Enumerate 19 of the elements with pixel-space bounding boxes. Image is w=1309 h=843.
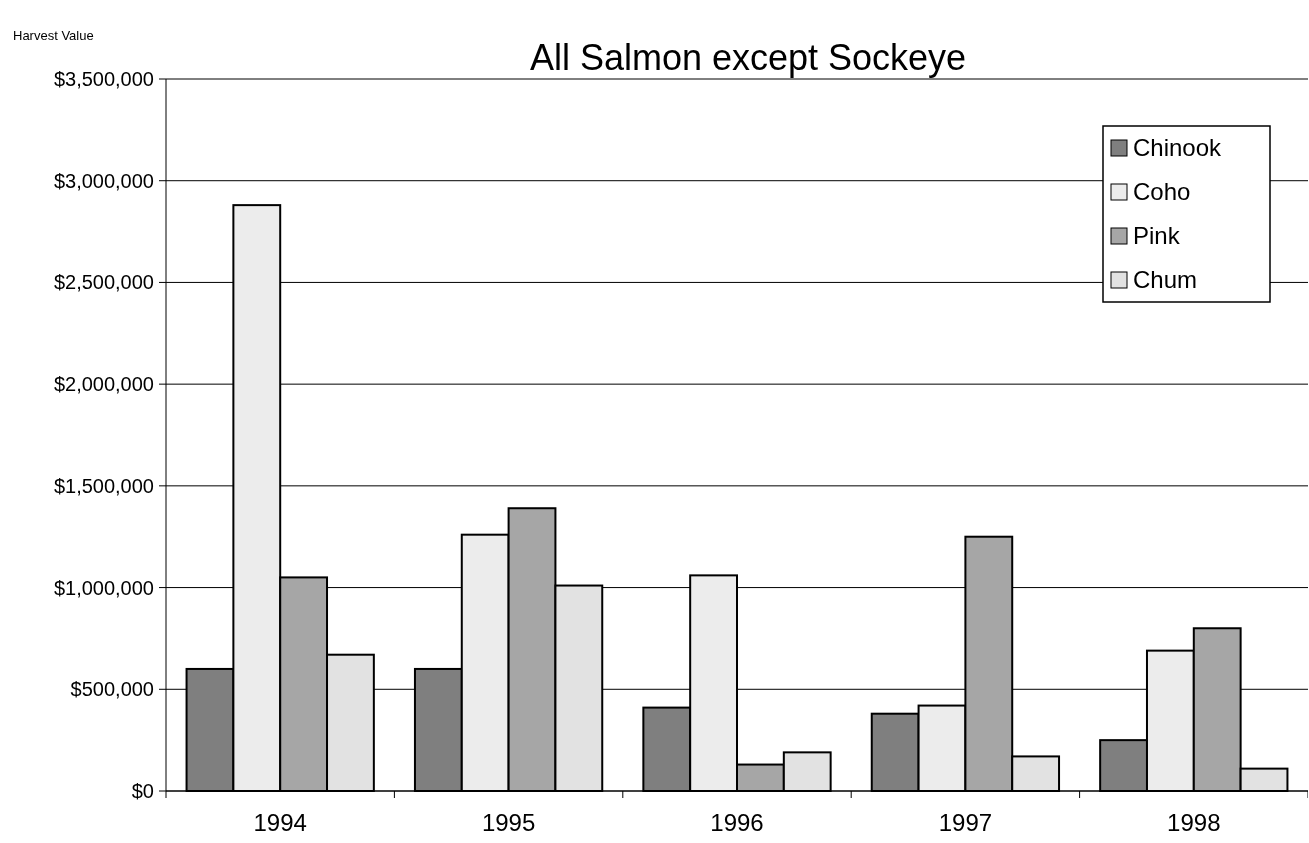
x-tick-label: 1994 <box>253 809 307 836</box>
y-axis-title: Harvest Value <box>13 28 94 43</box>
x-tick-label: 1995 <box>481 809 536 836</box>
legend-label: Chum <box>1133 266 1198 294</box>
y-tick-label: $2,500,000 <box>53 271 154 294</box>
y-tick-label: $3,500,000 <box>53 68 154 90</box>
legend-label: Chinook <box>1133 134 1223 162</box>
y-tick-label: $3,000,000 <box>53 169 154 192</box>
x-tick-label: 1997 <box>938 809 993 836</box>
x-tick-label: 1998 <box>1167 809 1221 836</box>
legend-label: Coho <box>1133 178 1191 206</box>
y-tick-label: $2,000,000 <box>53 373 154 396</box>
y-tick-label: $500,000 <box>70 678 154 701</box>
y-tick-label: $0 <box>131 780 154 802</box>
y-tick-label: $1,500,000 <box>53 474 154 497</box>
chart-title: All Salmon except Sockeye <box>529 37 967 78</box>
legend-label: Pink <box>1133 222 1181 250</box>
x-tick-label: 1996 <box>710 809 764 836</box>
y-tick-label: $1,000,000 <box>53 576 154 599</box>
